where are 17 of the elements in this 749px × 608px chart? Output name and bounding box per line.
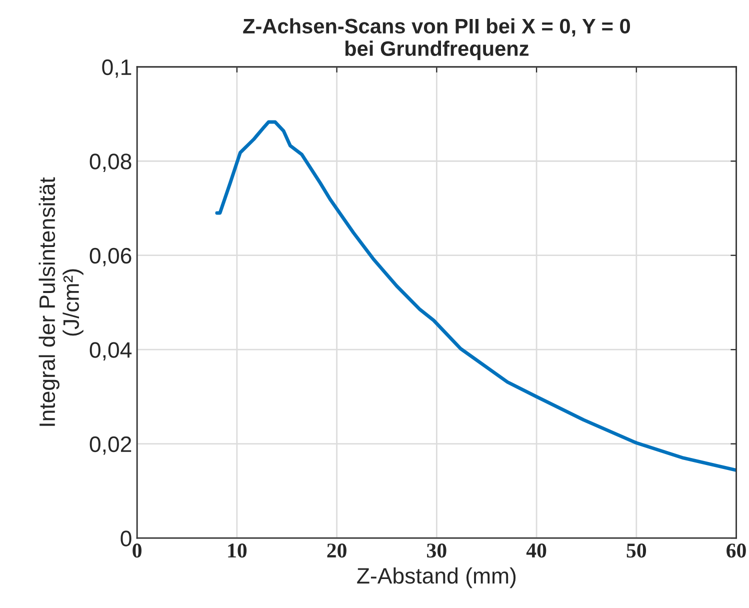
x-tick-label: 20 — [327, 544, 346, 558]
x-tick-label: 40 — [526, 544, 546, 558]
line-series — [215, 120, 736, 472]
y-axis-title: Integral der Pulsintensität (J/cm²) — [38, 177, 84, 426]
x-tick-label: 60 — [726, 544, 746, 558]
x-axis-title: Z-Abstand (mm) — [357, 567, 516, 588]
y-tick-label: 0,06 — [90, 248, 132, 266]
x-tick-label: 50 — [626, 544, 646, 558]
y-tick-label: 0 — [120, 530, 132, 546]
y-tick-label: 0,02 — [90, 436, 132, 455]
x-tick-label: 30 — [427, 544, 446, 558]
x-tick-label: 10 — [228, 544, 247, 558]
x-tick-label: 0 — [132, 544, 142, 558]
y-tick-label: 0,08 — [90, 154, 132, 172]
chart-title: Z-Achsen-Scans von PII bei X = 0, Y = 0 bei Grundfrequenz — [243, 18, 630, 60]
y-tick-label: 0,04 — [90, 342, 132, 360]
y-tick-label: 0,1 — [102, 59, 132, 78]
